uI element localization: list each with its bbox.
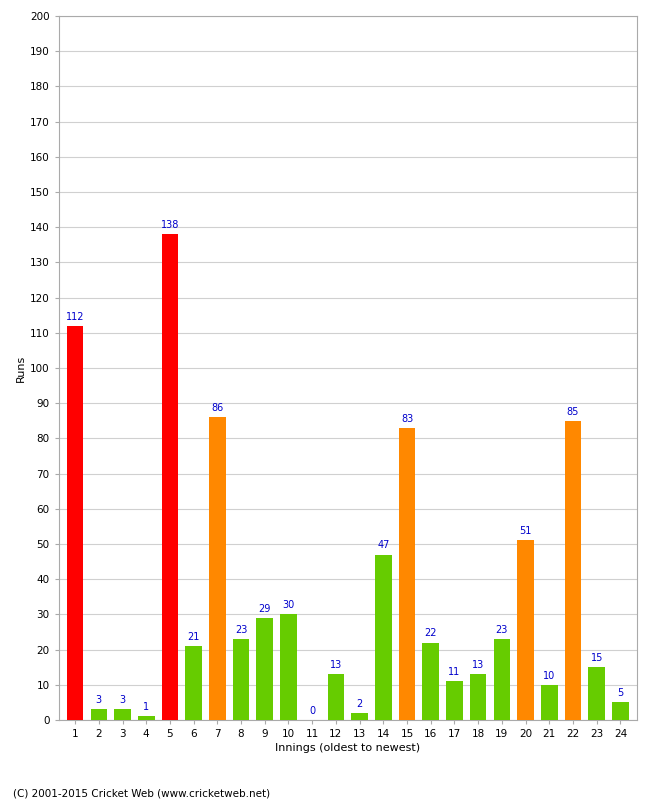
Text: (C) 2001-2015 Cricket Web (www.cricketweb.net): (C) 2001-2015 Cricket Web (www.cricketwe…: [13, 788, 270, 798]
Bar: [470, 674, 486, 720]
Text: 21: 21: [187, 632, 200, 642]
Text: 13: 13: [472, 660, 484, 670]
Bar: [114, 710, 131, 720]
Bar: [422, 642, 439, 720]
Bar: [351, 713, 368, 720]
Bar: [541, 685, 558, 720]
Bar: [517, 541, 534, 720]
Text: 3: 3: [96, 695, 102, 706]
Bar: [280, 614, 297, 720]
Text: 22: 22: [424, 628, 437, 638]
Bar: [257, 618, 273, 720]
Text: 83: 83: [401, 414, 413, 424]
Text: 85: 85: [567, 406, 579, 417]
Text: 13: 13: [330, 660, 342, 670]
Bar: [233, 639, 250, 720]
X-axis label: Innings (oldest to newest): Innings (oldest to newest): [275, 743, 421, 753]
Text: 10: 10: [543, 670, 555, 681]
Bar: [138, 717, 155, 720]
Y-axis label: Runs: Runs: [16, 354, 25, 382]
Text: 86: 86: [211, 403, 224, 413]
Bar: [446, 682, 463, 720]
Bar: [162, 234, 178, 720]
Bar: [328, 674, 345, 720]
Text: 5: 5: [618, 688, 623, 698]
Text: 23: 23: [496, 625, 508, 635]
Bar: [398, 428, 415, 720]
Text: 15: 15: [590, 653, 603, 663]
Bar: [185, 646, 202, 720]
Text: 47: 47: [377, 540, 389, 550]
Text: 0: 0: [309, 706, 315, 716]
Bar: [588, 667, 605, 720]
Text: 29: 29: [259, 604, 271, 614]
Text: 3: 3: [120, 695, 125, 706]
Text: 23: 23: [235, 625, 247, 635]
Bar: [67, 326, 83, 720]
Bar: [209, 418, 226, 720]
Text: 112: 112: [66, 311, 84, 322]
Bar: [90, 710, 107, 720]
Bar: [493, 639, 510, 720]
Text: 11: 11: [448, 667, 461, 677]
Bar: [612, 702, 629, 720]
Bar: [565, 421, 581, 720]
Text: 30: 30: [282, 600, 294, 610]
Text: 1: 1: [143, 702, 150, 712]
Text: 2: 2: [356, 698, 363, 709]
Text: 51: 51: [519, 526, 532, 536]
Bar: [375, 554, 391, 720]
Text: 138: 138: [161, 220, 179, 230]
